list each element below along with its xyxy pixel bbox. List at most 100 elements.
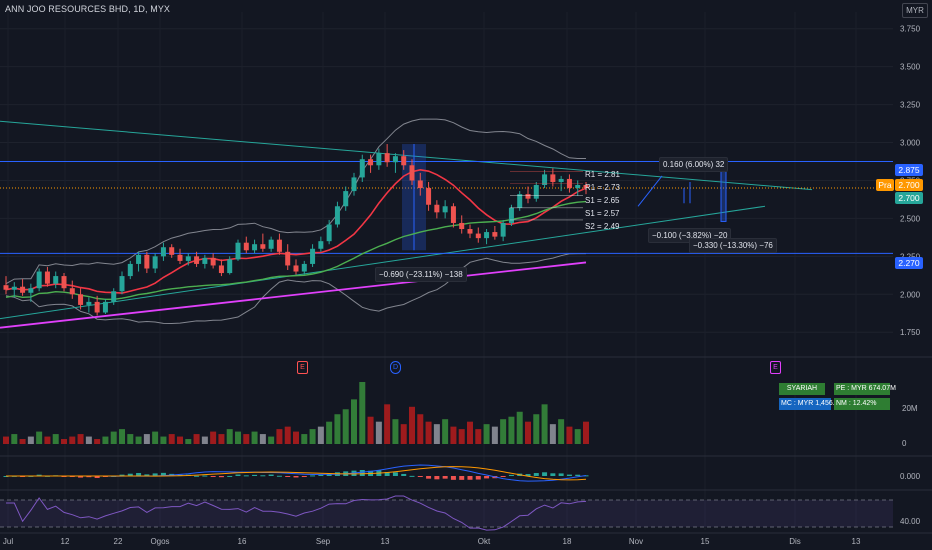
price-axis-tick: 3.750 [900,25,921,34]
volume-bar [508,416,515,444]
candle-body [243,242,249,251]
macd-histogram-bar [202,475,208,477]
macd-histogram-bar [434,476,440,480]
volume-bar [27,436,34,444]
volume-bar [36,431,43,444]
candle-body [293,265,299,272]
volume-bar [268,436,275,444]
volume-bar [94,439,101,444]
macd-histogram-bar [36,474,42,476]
candle-body [326,224,332,242]
volume-bar [433,424,440,444]
candle-body [533,185,539,199]
candle-body [144,254,150,269]
macd-signal-line [6,466,587,481]
measure-big-drop-label[interactable]: −0.330 (−13.30%) −76 [689,238,777,253]
pivot-s1-lower: S1 = 2.57 [585,209,620,218]
pe-badge: PE : MYR 674.07M [834,383,896,395]
projection-up-arrow [637,175,663,207]
ma-short-line [5,168,587,294]
volume-bar [516,411,523,444]
upper-trendline [0,120,813,191]
candle-body [492,232,498,237]
volume-axis-tick: 0 [902,439,907,448]
volume-bar [317,426,324,444]
candle-body [310,248,316,264]
market-cap-badge: MC : MYR 1,456.98M [779,398,848,410]
candle-body [194,256,200,264]
volume-bar [251,431,258,444]
currency-button[interactable]: MYR [902,3,928,18]
candle-body [500,222,506,237]
macd-histogram-bar [260,475,266,477]
volume-bar [193,434,200,444]
volume-bar [384,404,391,444]
price-axis-tick: 3.500 [900,63,921,72]
candle-body [376,153,382,166]
time-axis-tick: 18 [563,537,572,546]
volume-bar [409,406,415,444]
candle-body [78,294,84,305]
volume-bar [11,434,18,444]
macd-histogram-bar [558,473,564,476]
bollinger-upper-line [5,118,586,285]
macd-histogram-bar [575,474,581,476]
volume-bar [334,414,341,444]
candle-body [11,286,17,290]
volume-bar [392,419,399,444]
volume-bar [293,431,299,444]
volume-bar [367,416,374,444]
volume-axis-tick: 20M [902,404,918,413]
time-axis-tick: Okt [478,537,491,546]
time-axis-tick: Dis [789,537,801,546]
candle-body [525,194,531,199]
volume-bar [85,436,92,444]
volume-bar [218,434,225,444]
volume-bar [185,439,192,444]
volume-bar [102,436,109,444]
candle-body [351,177,357,192]
macd-histogram-bar [243,475,249,477]
volume-bar [533,414,540,444]
future-earnings-event-icon[interactable]: E [770,361,781,374]
candle-body [252,244,258,251]
candle-body [160,247,166,257]
earnings-event-icon[interactable]: E [297,361,308,374]
measure-drop-label[interactable]: −0.690 (−23.11%) −138 [375,267,467,282]
ma-medium-line [5,200,587,300]
volume-bar [44,436,51,444]
net-margin-badge: NM : 12.42% [834,398,890,410]
volume-bar [210,431,217,444]
dividend-event-icon[interactable]: D [390,361,401,374]
price-axis-tick: 2.500 [900,214,921,223]
candle-body [392,156,398,163]
candle-body [343,191,349,207]
volume-bar [583,421,589,444]
candle-body [467,229,473,234]
volume-bar [417,414,424,444]
candle-body [44,271,50,284]
volume-bar [541,404,548,444]
candle-body [235,242,241,260]
candle-body [517,194,523,208]
candle-body [61,276,67,289]
macd-histogram-bar [384,472,390,476]
candle-body [28,288,34,293]
volume-bar [77,434,84,444]
candle-body [417,180,423,189]
candle-body [442,206,448,213]
volume-bar [226,429,233,444]
macd-line [6,464,587,482]
volume-bar [342,409,349,444]
measure-up-label[interactable]: 0.160 (6.00%) 32 [659,157,729,172]
candle-body [450,206,456,223]
volume-bar [450,426,457,444]
time-axis-tick: 22 [114,537,123,546]
candle-body [185,256,191,261]
macd-histogram-bar [467,476,473,480]
macd-histogram-bar [160,472,166,476]
time-axis-tick: Sep [316,537,331,546]
volume-bar [301,434,308,444]
volume-bar [475,429,482,444]
